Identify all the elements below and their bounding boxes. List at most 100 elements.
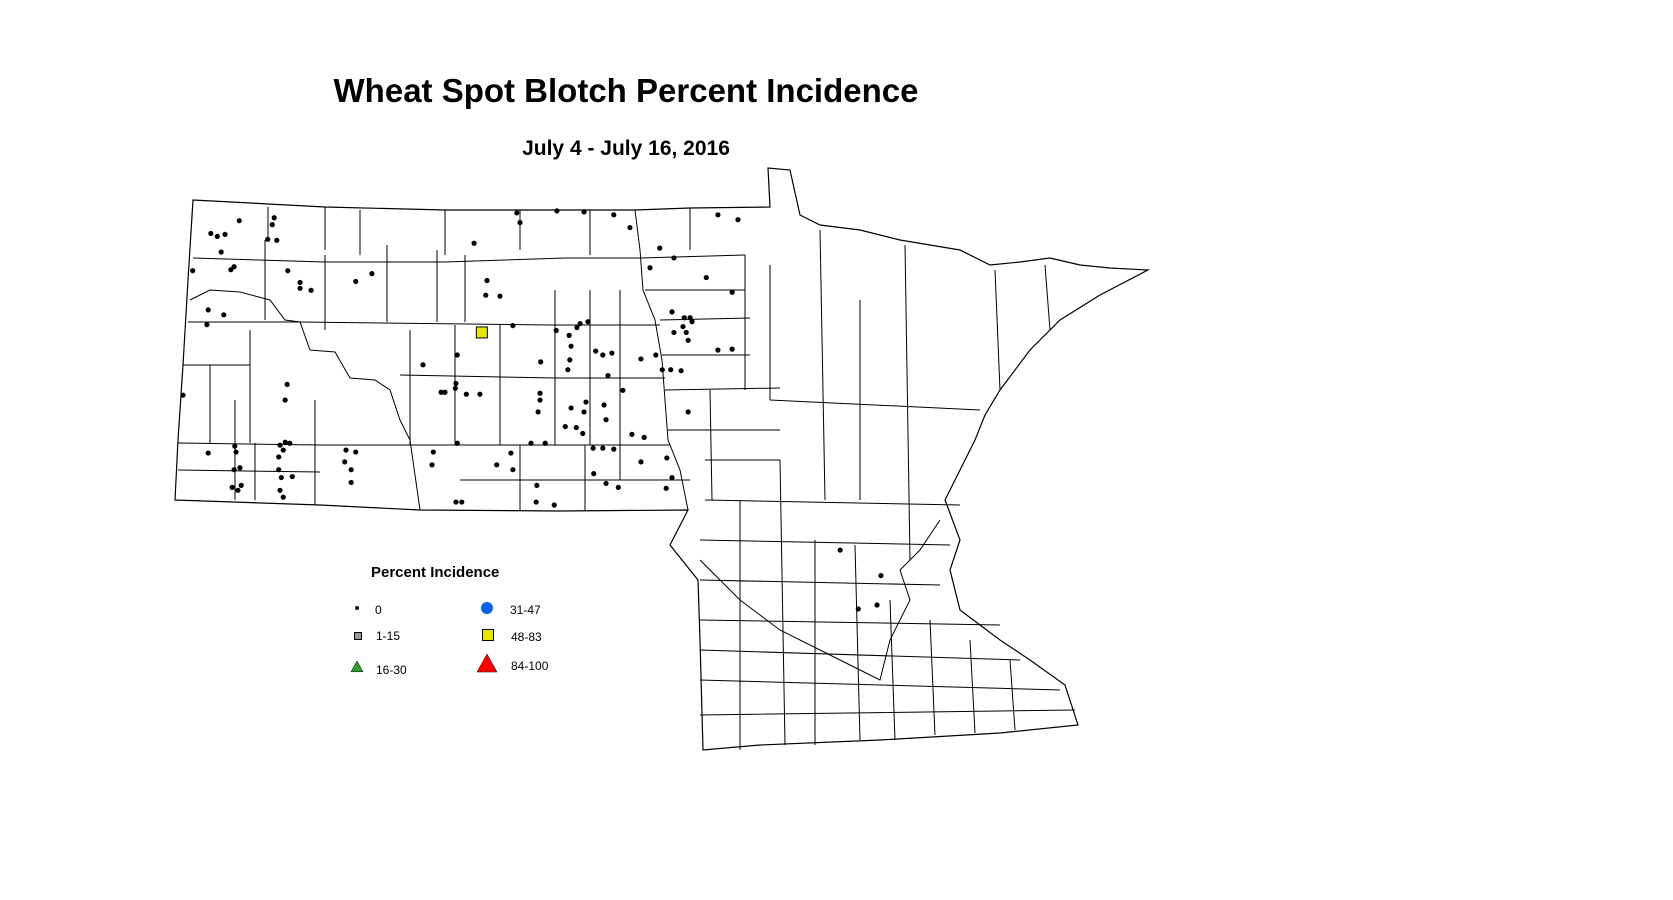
site-marker-0 xyxy=(369,271,375,277)
mn-river xyxy=(699,519,941,681)
site-marker-0 xyxy=(483,292,489,298)
site-marker-0 xyxy=(353,449,359,455)
site-marker-0 xyxy=(669,309,675,315)
site-marker-0 xyxy=(585,319,591,325)
site-marker-0 xyxy=(514,210,520,216)
site-marker-0 xyxy=(276,454,282,460)
site-marker-0 xyxy=(565,367,571,373)
site-marker-0 xyxy=(657,245,663,251)
legend-symbol-0 xyxy=(355,606,359,610)
site-marker-0 xyxy=(535,409,541,415)
legend-symbol-84-100 xyxy=(476,653,498,673)
legend-symbol-48-83 xyxy=(482,629,494,641)
site-marker-0 xyxy=(533,499,539,505)
site-marker-0 xyxy=(232,443,238,449)
site-marker-0 xyxy=(453,499,459,505)
site-marker-0 xyxy=(497,293,503,299)
site-marker-0 xyxy=(683,329,689,336)
site-marker-0 xyxy=(605,372,611,379)
site-marker-0 xyxy=(236,218,242,224)
site-marker-0 xyxy=(218,249,224,255)
site-marker-0 xyxy=(591,471,597,477)
site-marker-0 xyxy=(671,255,677,261)
site-marker-0 xyxy=(671,329,677,336)
county-boundaries xyxy=(174,167,1151,751)
site-marker-0 xyxy=(287,440,293,446)
site-marker-0 xyxy=(581,209,587,215)
site-marker-0 xyxy=(703,274,709,281)
site-marker-0 xyxy=(577,321,583,327)
site-marker-0 xyxy=(534,482,540,488)
site-marker-0 xyxy=(653,352,659,358)
map-subtitle: July 4 - July 16, 2016 xyxy=(522,137,730,160)
site-marker-0 xyxy=(568,405,574,411)
legend-title: Percent Incidence xyxy=(371,564,500,581)
site-marker-0 xyxy=(237,465,243,471)
site-marker-0 xyxy=(611,446,617,452)
site-marker-0 xyxy=(459,499,465,505)
site-marker-0 xyxy=(554,208,560,214)
site-marker-0 xyxy=(285,268,291,274)
site-marker-0 xyxy=(542,440,548,446)
site-marker-0 xyxy=(342,459,348,465)
site-marker-0 xyxy=(277,487,283,493)
site-marker-0 xyxy=(580,430,586,437)
site-marker-0 xyxy=(452,385,458,391)
site-marker-0 xyxy=(471,240,477,246)
legend-label-48-83: 48-83 xyxy=(511,630,542,644)
site-marker-0 xyxy=(269,222,275,228)
site-marker-0 xyxy=(715,212,721,218)
site-marker-0 xyxy=(278,474,284,481)
site-marker-0 xyxy=(274,237,280,243)
legend-symbol-16-30 xyxy=(350,660,364,673)
site-marker-0 xyxy=(229,484,235,490)
site-marker-0 xyxy=(265,236,271,242)
site-marker-0 xyxy=(685,409,691,415)
site-marker-0 xyxy=(430,449,436,455)
state-outline xyxy=(174,167,1151,751)
site-marker-0 xyxy=(233,449,239,455)
site-marker-0 xyxy=(620,387,626,393)
site-marker-0 xyxy=(629,431,635,438)
site-marker-0 xyxy=(537,397,543,403)
site-marker-0 xyxy=(659,367,665,373)
site-marker-0 xyxy=(271,215,277,221)
site-marker-0 xyxy=(583,399,589,405)
missouri-river xyxy=(189,289,421,511)
site-marker-0 xyxy=(454,440,460,446)
site-marker-0 xyxy=(729,289,735,295)
map-title: Wheat Spot Blotch Percent Incidence xyxy=(333,72,919,109)
site-marker-0 xyxy=(353,278,359,285)
legend-label-0: 0 xyxy=(375,603,382,617)
site-marker-0 xyxy=(494,462,500,468)
site-marker-0 xyxy=(348,479,354,486)
site-marker-0 xyxy=(343,447,349,453)
legend-label-31-47: 31-47 xyxy=(510,603,541,617)
site-marker-0 xyxy=(280,494,286,500)
site-marker-0 xyxy=(878,572,884,579)
site-marker-0 xyxy=(601,402,607,408)
site-marker-0 xyxy=(593,348,599,354)
legend-symbol-31-47 xyxy=(481,602,493,614)
site-marker-0 xyxy=(284,381,290,388)
site-marker-0 xyxy=(510,467,516,473)
legend-label-1-15: 1-15 xyxy=(376,629,401,643)
site-marker-0 xyxy=(508,450,514,456)
site-marker-0 xyxy=(573,424,579,431)
site-marker-0 xyxy=(180,392,186,398)
site-marker-0 xyxy=(553,327,559,334)
site-marker-0 xyxy=(638,459,644,465)
site-marker-0 xyxy=(715,347,721,353)
site-marker-0 xyxy=(204,322,210,328)
site-marker-0 xyxy=(297,285,303,291)
legend-symbols xyxy=(350,602,498,673)
site-marker-0 xyxy=(537,390,543,396)
legend-symbol-1-15 xyxy=(354,632,362,640)
site-marker-0 xyxy=(664,455,670,461)
site-marker-0 xyxy=(438,389,444,395)
site-marker-0 xyxy=(463,391,469,397)
site-marker-0 xyxy=(600,352,606,358)
site-marker-0 xyxy=(603,417,609,423)
site-marker-0 xyxy=(615,484,621,490)
